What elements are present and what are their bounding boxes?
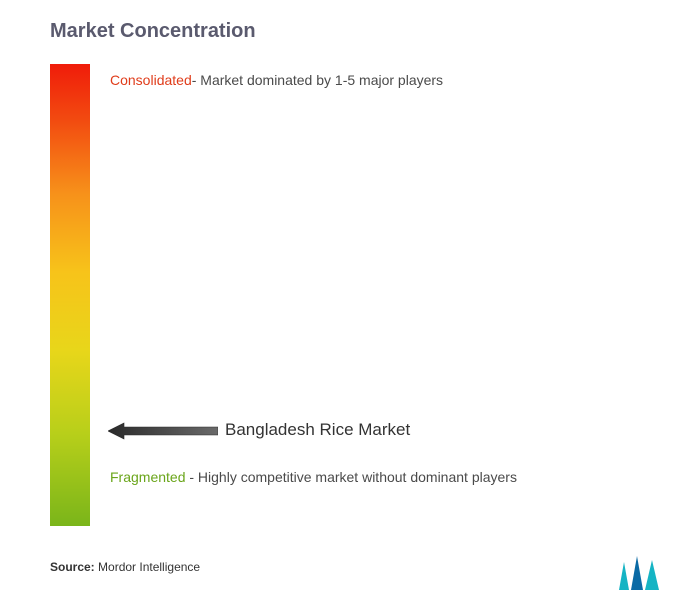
marker-arrow-icon: [108, 422, 218, 440]
mordor-logo-icon: [615, 556, 663, 590]
source-key: Source:: [50, 560, 95, 574]
consolidated-label: Consolidated- Market dominated by 1-5 ma…: [110, 70, 443, 91]
fragmented-desc: - Highly competitive market without domi…: [185, 469, 516, 485]
chart-title: Market Concentration: [50, 20, 256, 43]
fragmented-lead: Fragmented: [110, 469, 185, 485]
consolidated-desc: - Market dominated by 1-5 major players: [192, 72, 443, 88]
source-value: Mordor Intelligence: [98, 560, 200, 574]
concentration-gradient-bar: [50, 64, 90, 526]
fragmented-label: Fragmented - Highly competitive market w…: [110, 466, 517, 490]
source-line: Source: Mordor Intelligence: [50, 560, 200, 574]
consolidated-lead: Consolidated: [110, 72, 192, 88]
market-marker-label: Bangladesh Rice Market: [225, 420, 410, 440]
